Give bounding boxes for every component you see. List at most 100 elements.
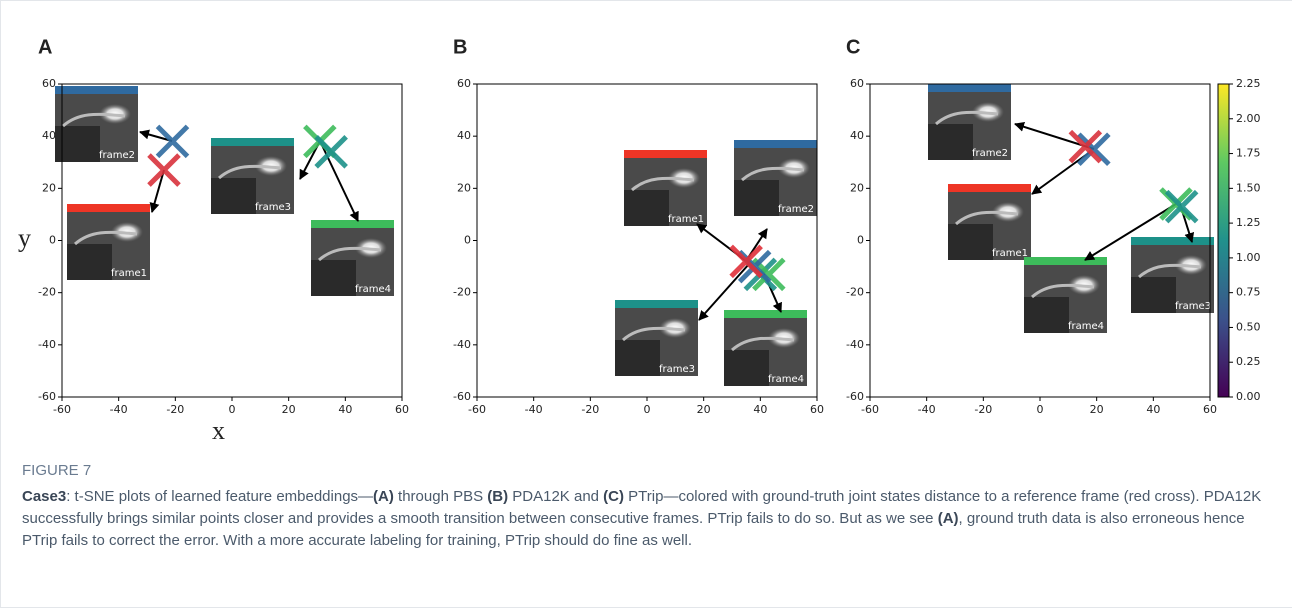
panel-label: B — [453, 36, 467, 58]
frame-image-shade — [67, 244, 112, 280]
x-tick-label: -20 — [581, 403, 599, 416]
caption: FIGURE 7 Case3: t-SNE plots of learned f… — [22, 460, 1272, 552]
caption-text: Case3: t-SNE plots of learned feature em… — [22, 486, 1272, 552]
x-tick-label: 60 — [395, 403, 409, 416]
y-tick-label: -40 — [846, 338, 864, 351]
colorbar-tick-label: 1.25 — [1236, 216, 1261, 229]
x-tick-label: -40 — [110, 403, 128, 416]
frame-image-arm — [935, 110, 999, 126]
x-tick-label: 60 — [810, 403, 824, 416]
caption-label: FIGURE 7 — [22, 462, 92, 479]
colorbar — [1217, 83, 1230, 398]
cross-marker — [147, 153, 181, 187]
frame-color-bar — [948, 184, 1031, 192]
caption-segment: : t-SNE plots of learned feature embeddi… — [66, 488, 374, 505]
y-tick-label: 0 — [49, 234, 56, 247]
panel: C -60 -40 -20 0 20 40 60 -60 -40 -20 0 20 40 60 frame1 f… — [846, 36, 1261, 416]
frame-image-shade — [211, 178, 256, 214]
x-tick-label: 0 — [644, 403, 651, 416]
cross-marker — [1077, 132, 1111, 166]
y-tick-label: -20 — [38, 286, 56, 299]
colorbar-tick-label: 1.00 — [1236, 251, 1261, 264]
x-tick-label: 20 — [1090, 403, 1104, 416]
y-tick-label: 20 — [850, 181, 864, 194]
x-tick-label: 0 — [229, 403, 236, 416]
frame-color-bar — [734, 140, 817, 148]
y-tick-label: 20 — [42, 181, 56, 194]
frame-thumbnail: frame2 — [734, 140, 817, 216]
frame-thumbnail: frame3 — [211, 138, 294, 214]
caption-segment: (A) — [937, 510, 959, 527]
frame-color-bar — [211, 138, 294, 146]
frame-image-arm — [741, 166, 805, 182]
frame-color-bar — [67, 204, 150, 212]
frame-label: frame1 — [668, 214, 704, 225]
frame-thumbnail: frame2 — [928, 84, 1011, 160]
x-tick-label: -40 — [525, 403, 543, 416]
frame-thumbnail: frame1 — [67, 204, 150, 280]
colorbar-tick-label: 1.75 — [1236, 147, 1261, 160]
x-tick-label: 20 — [282, 403, 296, 416]
colorbar-tick-label: 0.75 — [1236, 286, 1261, 299]
y-tick-label: -20 — [453, 286, 471, 299]
caption-segment: , ground truth data is also erroneous he… — [22, 510, 1245, 549]
arrow — [1031, 151, 1091, 195]
frame-label: frame2 — [972, 148, 1008, 159]
axes-frame — [476, 83, 818, 398]
caption-segment: (B) — [487, 488, 509, 505]
frame-color-bar — [624, 150, 707, 158]
x-tick-label: -40 — [918, 403, 936, 416]
y-tick-label: 0 — [464, 234, 471, 247]
frame-label: frame3 — [659, 364, 695, 375]
frame-image-shade — [928, 124, 973, 160]
x-tick-label: -60 — [53, 403, 71, 416]
frame-label: frame4 — [768, 374, 804, 385]
cross-marker — [155, 124, 190, 159]
panel-label: C — [846, 36, 860, 58]
panel: A -60 -40 -20 0 20 40 60 -60 -40 -20 0 20 40 60 x y frame… — [18, 36, 409, 445]
cross-marker — [1068, 129, 1103, 164]
y-tick-label: -20 — [846, 286, 864, 299]
y-tick-label: -60 — [453, 390, 471, 403]
frame-color-bar — [55, 86, 138, 94]
frame-thumbnail: frame4 — [311, 220, 394, 296]
frame-image-arm — [731, 336, 795, 352]
frame-image-arm — [318, 246, 382, 262]
frame-image-arm — [74, 230, 138, 246]
arrow — [149, 169, 165, 213]
caption-segment: Case3 — [22, 488, 67, 505]
y-tick-label: 20 — [457, 181, 471, 194]
frame-thumbnail: frame3 — [615, 300, 698, 376]
x-tick-label: 40 — [1146, 403, 1160, 416]
y-tick-label: -40 — [38, 338, 56, 351]
frame-thumbnail: frame1 — [624, 150, 707, 226]
frame-color-bar — [615, 300, 698, 308]
frame-thumbnail: frame2 — [55, 86, 138, 162]
y-tick-label: 40 — [42, 129, 56, 142]
frame-thumbnail: frame1 — [948, 184, 1031, 260]
frame-image-arm — [622, 326, 686, 342]
arrow — [1084, 203, 1177, 261]
frame-image-arm — [955, 210, 1019, 226]
frame-image-arm — [1138, 263, 1202, 279]
colorbar-tick-label: 0.00 — [1236, 390, 1261, 403]
colorbar-tick-label: 1.50 — [1236, 181, 1261, 194]
frame-image-arm — [631, 176, 695, 192]
frame-color-bar — [724, 310, 807, 318]
axes-frame — [61, 83, 403, 398]
caption-segment: through PBS — [393, 488, 488, 505]
frame-label: frame3 — [1175, 301, 1211, 312]
frame-label: frame1 — [992, 248, 1028, 259]
y-tick-label: 60 — [42, 77, 56, 90]
panel: B -60 -40 -20 0 20 40 60 -60 -40 -20 0 20 40 60 frame1 f… — [453, 36, 824, 416]
colorbar-tick-label: 0.50 — [1236, 320, 1261, 333]
frame-color-bar — [1131, 237, 1214, 245]
frame-image-arm — [218, 164, 282, 180]
frame-color-bar — [928, 84, 1011, 92]
frame-image-arm — [1031, 283, 1095, 299]
y-tick-label: 60 — [457, 77, 471, 90]
frame-image-shade — [734, 180, 779, 216]
y-tick-label: 40 — [850, 129, 864, 142]
frame-label: frame2 — [99, 150, 135, 161]
